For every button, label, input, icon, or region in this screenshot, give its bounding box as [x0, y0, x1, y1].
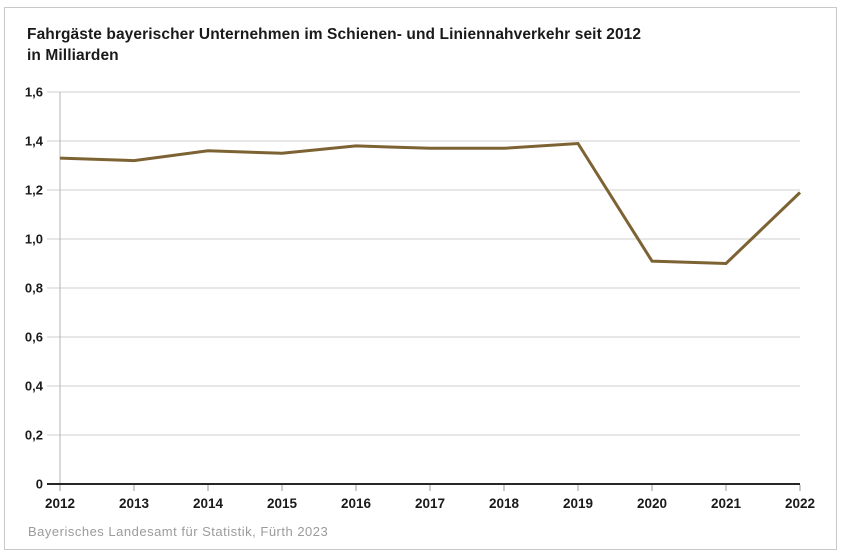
- x-tick-label: 2012: [45, 496, 75, 511]
- x-tick-label: 2021: [711, 496, 742, 511]
- y-tick-label: 0,8: [25, 281, 43, 296]
- x-tick-label: 2016: [341, 496, 372, 511]
- y-tick-label: 0,4: [25, 379, 44, 394]
- x-tick-label: 2022: [785, 496, 815, 511]
- chart-title: Fahrgäste bayerischer Unternehmen im Sch…: [27, 26, 642, 43]
- x-tick-label: 2018: [489, 496, 520, 511]
- source-note: Bayerisches Landesamt für Statistik, Für…: [28, 524, 329, 539]
- data-line-fahrgäste-in-milliarden: [59, 141, 802, 266]
- x-tick-label: 2015: [267, 496, 298, 511]
- x-tick-label: 2020: [637, 496, 667, 511]
- y-tick-label: 1,6: [25, 85, 43, 100]
- chart-frame-border: [4, 7, 837, 550]
- y-tick-label: 0: [36, 477, 43, 492]
- x-tick-label: 2019: [563, 496, 593, 511]
- x-tick-label: 2014: [193, 496, 224, 511]
- y-tick-label: 1,2: [25, 183, 43, 198]
- y-tick-label: 0,2: [25, 428, 43, 443]
- x-tick-label: 2013: [119, 496, 150, 511]
- x-tick-label: 2017: [415, 496, 445, 511]
- chart-subtitle: in Milliarden: [27, 47, 119, 64]
- y-tick-label: 1,0: [25, 232, 43, 247]
- y-tick-label: 1,4: [25, 134, 44, 149]
- y-tick-label: 0,6: [25, 330, 43, 345]
